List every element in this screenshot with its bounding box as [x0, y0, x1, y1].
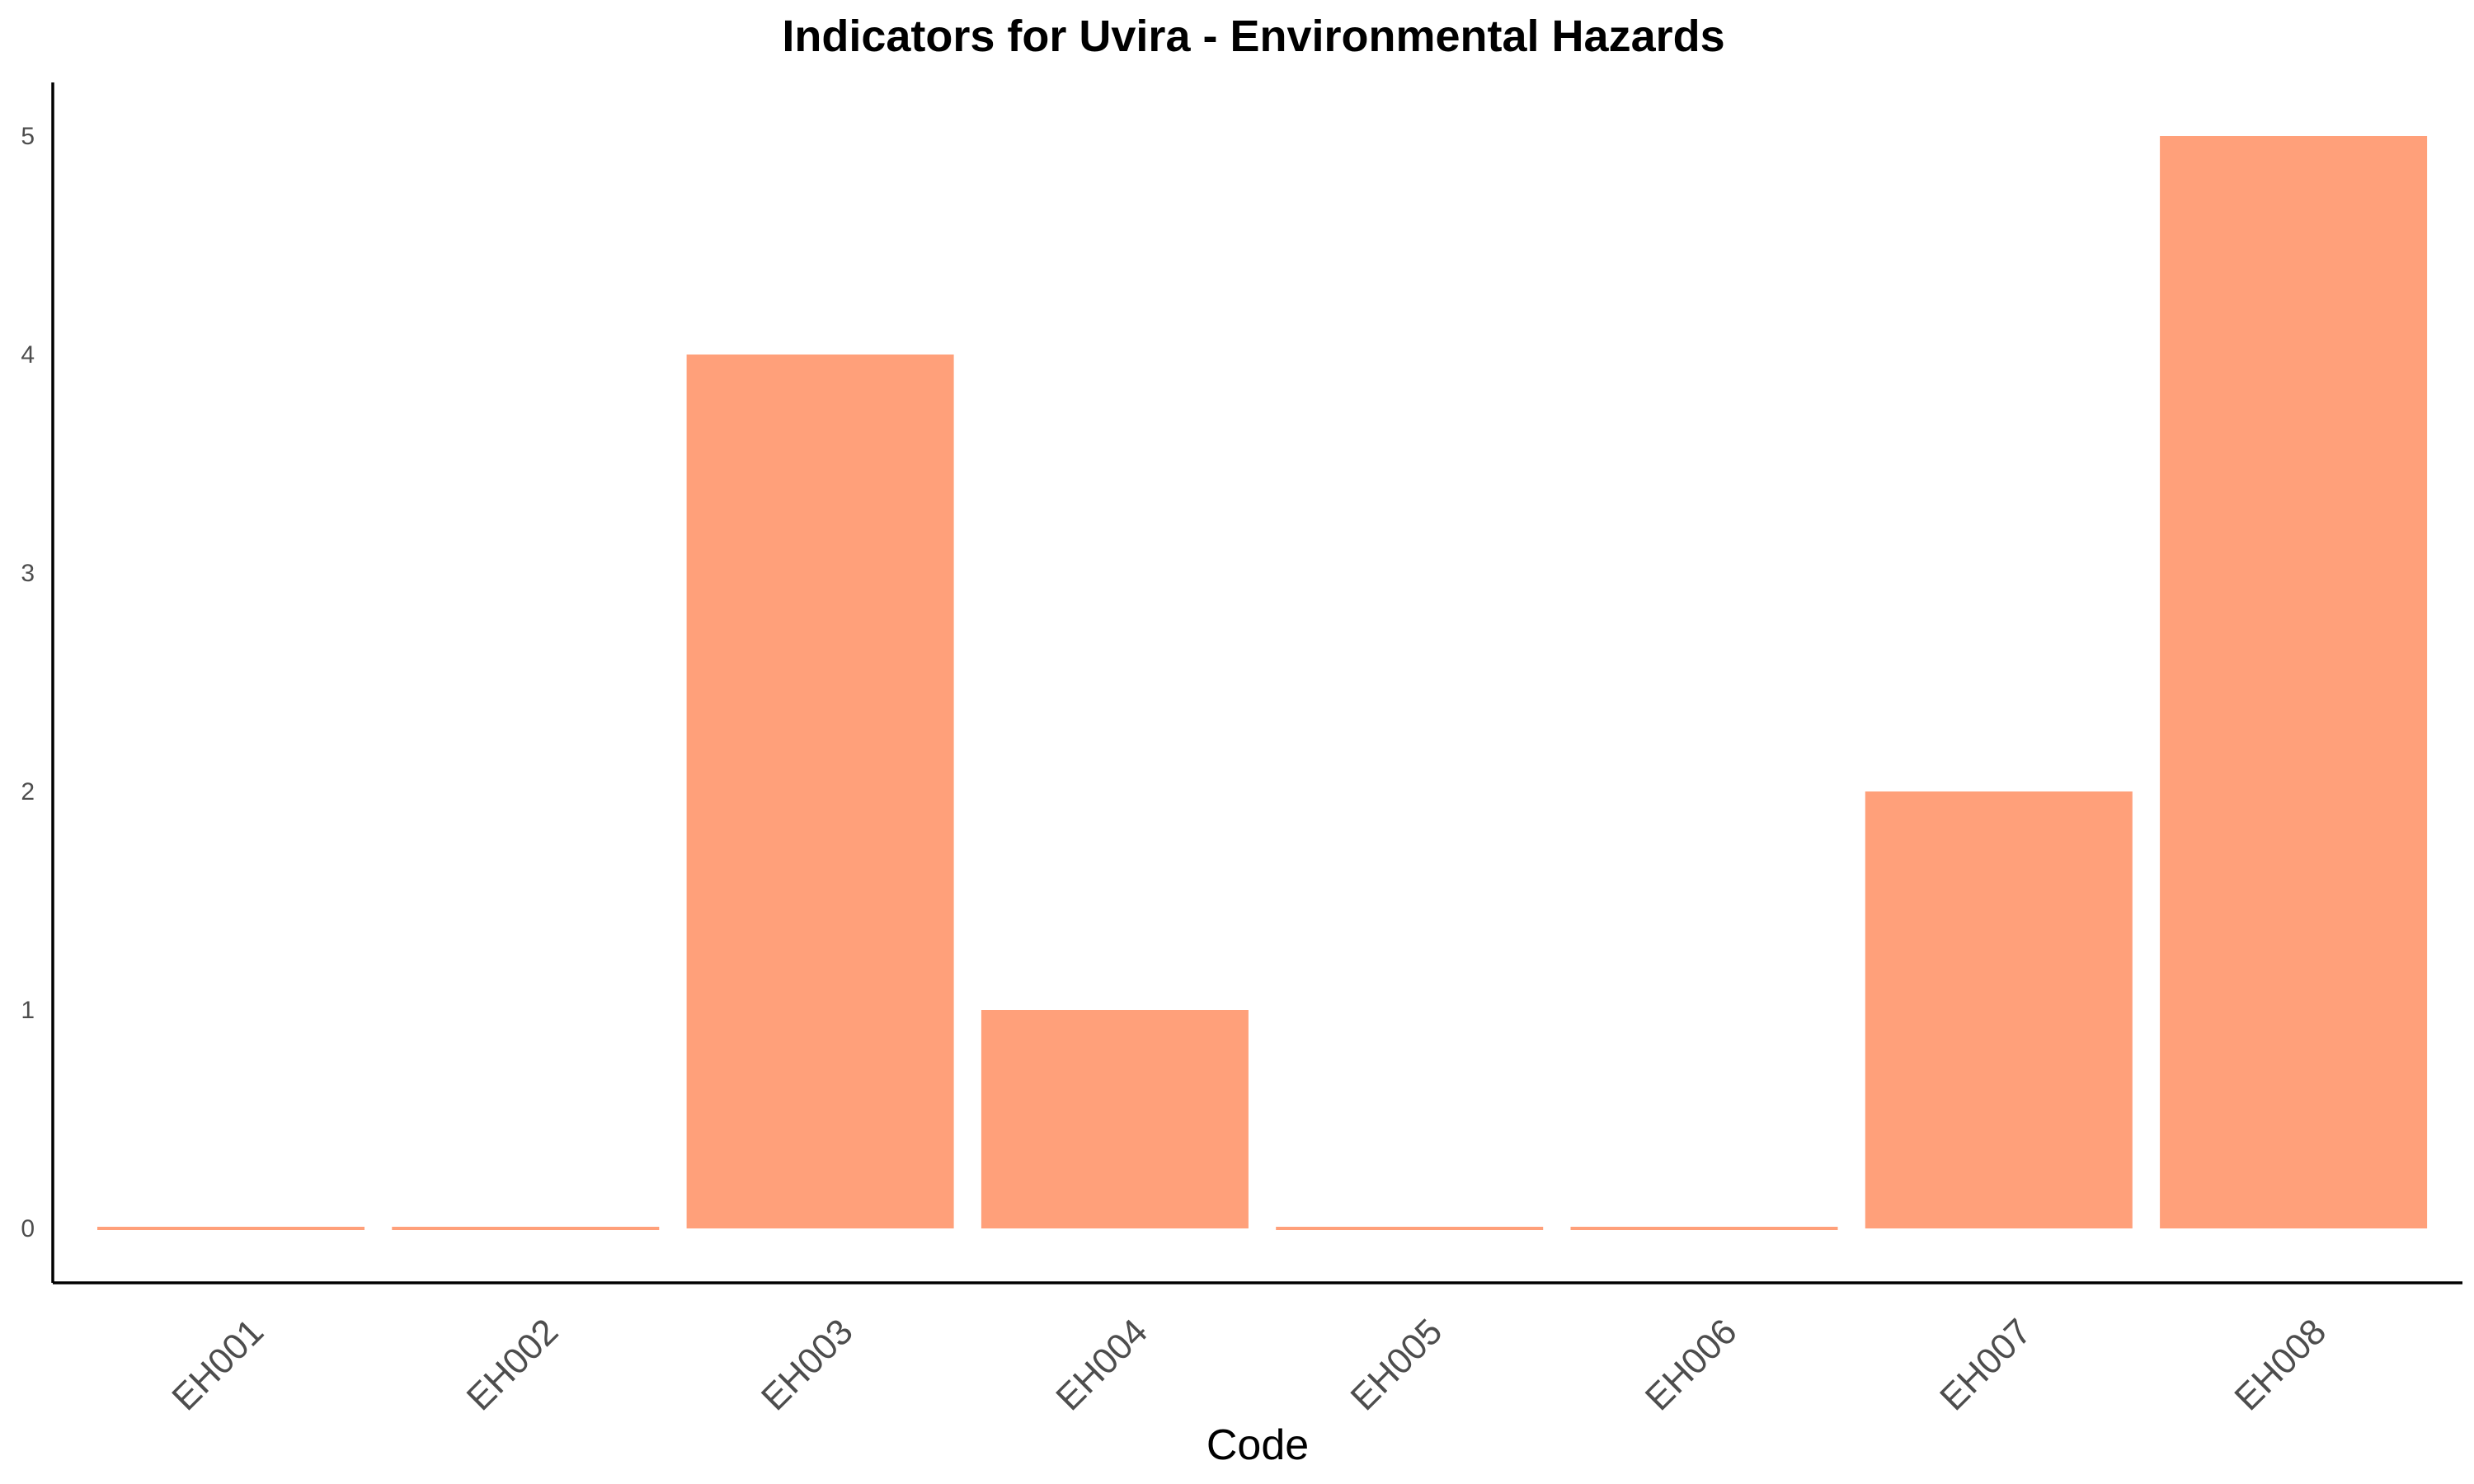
x-tick-label-eh002: EH002 — [459, 1311, 567, 1418]
bar-eh007 — [1865, 791, 2133, 1228]
y-tick-label-0: 0 — [21, 1215, 35, 1242]
y-tick-label-3: 3 — [21, 560, 35, 587]
chart-title: Indicators for Uvira - Environmental Haz… — [782, 12, 1724, 61]
x-tick-label-eh004: EH004 — [1048, 1311, 1155, 1418]
bar-eh002 — [392, 1227, 660, 1230]
bar-eh008 — [2160, 136, 2428, 1228]
x-tick-label-eh001: EH001 — [164, 1311, 271, 1418]
x-tick-label-eh008: EH008 — [2227, 1311, 2334, 1418]
x-tick-label-eh006: EH006 — [1638, 1311, 1745, 1418]
bars-group — [97, 136, 2428, 1230]
y-tick-label-1: 1 — [21, 997, 35, 1024]
bar-eh006 — [1570, 1227, 1838, 1230]
y-tick-label-5: 5 — [21, 123, 35, 150]
y-tick-label-4: 4 — [21, 341, 35, 369]
x-tick-label-eh005: EH005 — [1343, 1311, 1451, 1418]
y-tick-label-2: 2 — [21, 778, 35, 805]
bar-eh005 — [1276, 1227, 1544, 1230]
bar-eh003 — [686, 355, 954, 1228]
x-tick-label-eh003: EH003 — [754, 1311, 861, 1418]
x-tick-label-eh007: EH007 — [1932, 1311, 2039, 1418]
y-axis-ticks: 0 1 2 3 4 5 — [21, 123, 35, 1242]
bar-eh001 — [97, 1227, 365, 1230]
x-axis-ticks: EH001 EH002 EH003 EH004 EH005 EH006 EH007 EH008 — [164, 1311, 2334, 1418]
x-axis-label: Code — [1206, 1421, 1309, 1469]
bar-eh004 — [981, 1010, 1249, 1228]
